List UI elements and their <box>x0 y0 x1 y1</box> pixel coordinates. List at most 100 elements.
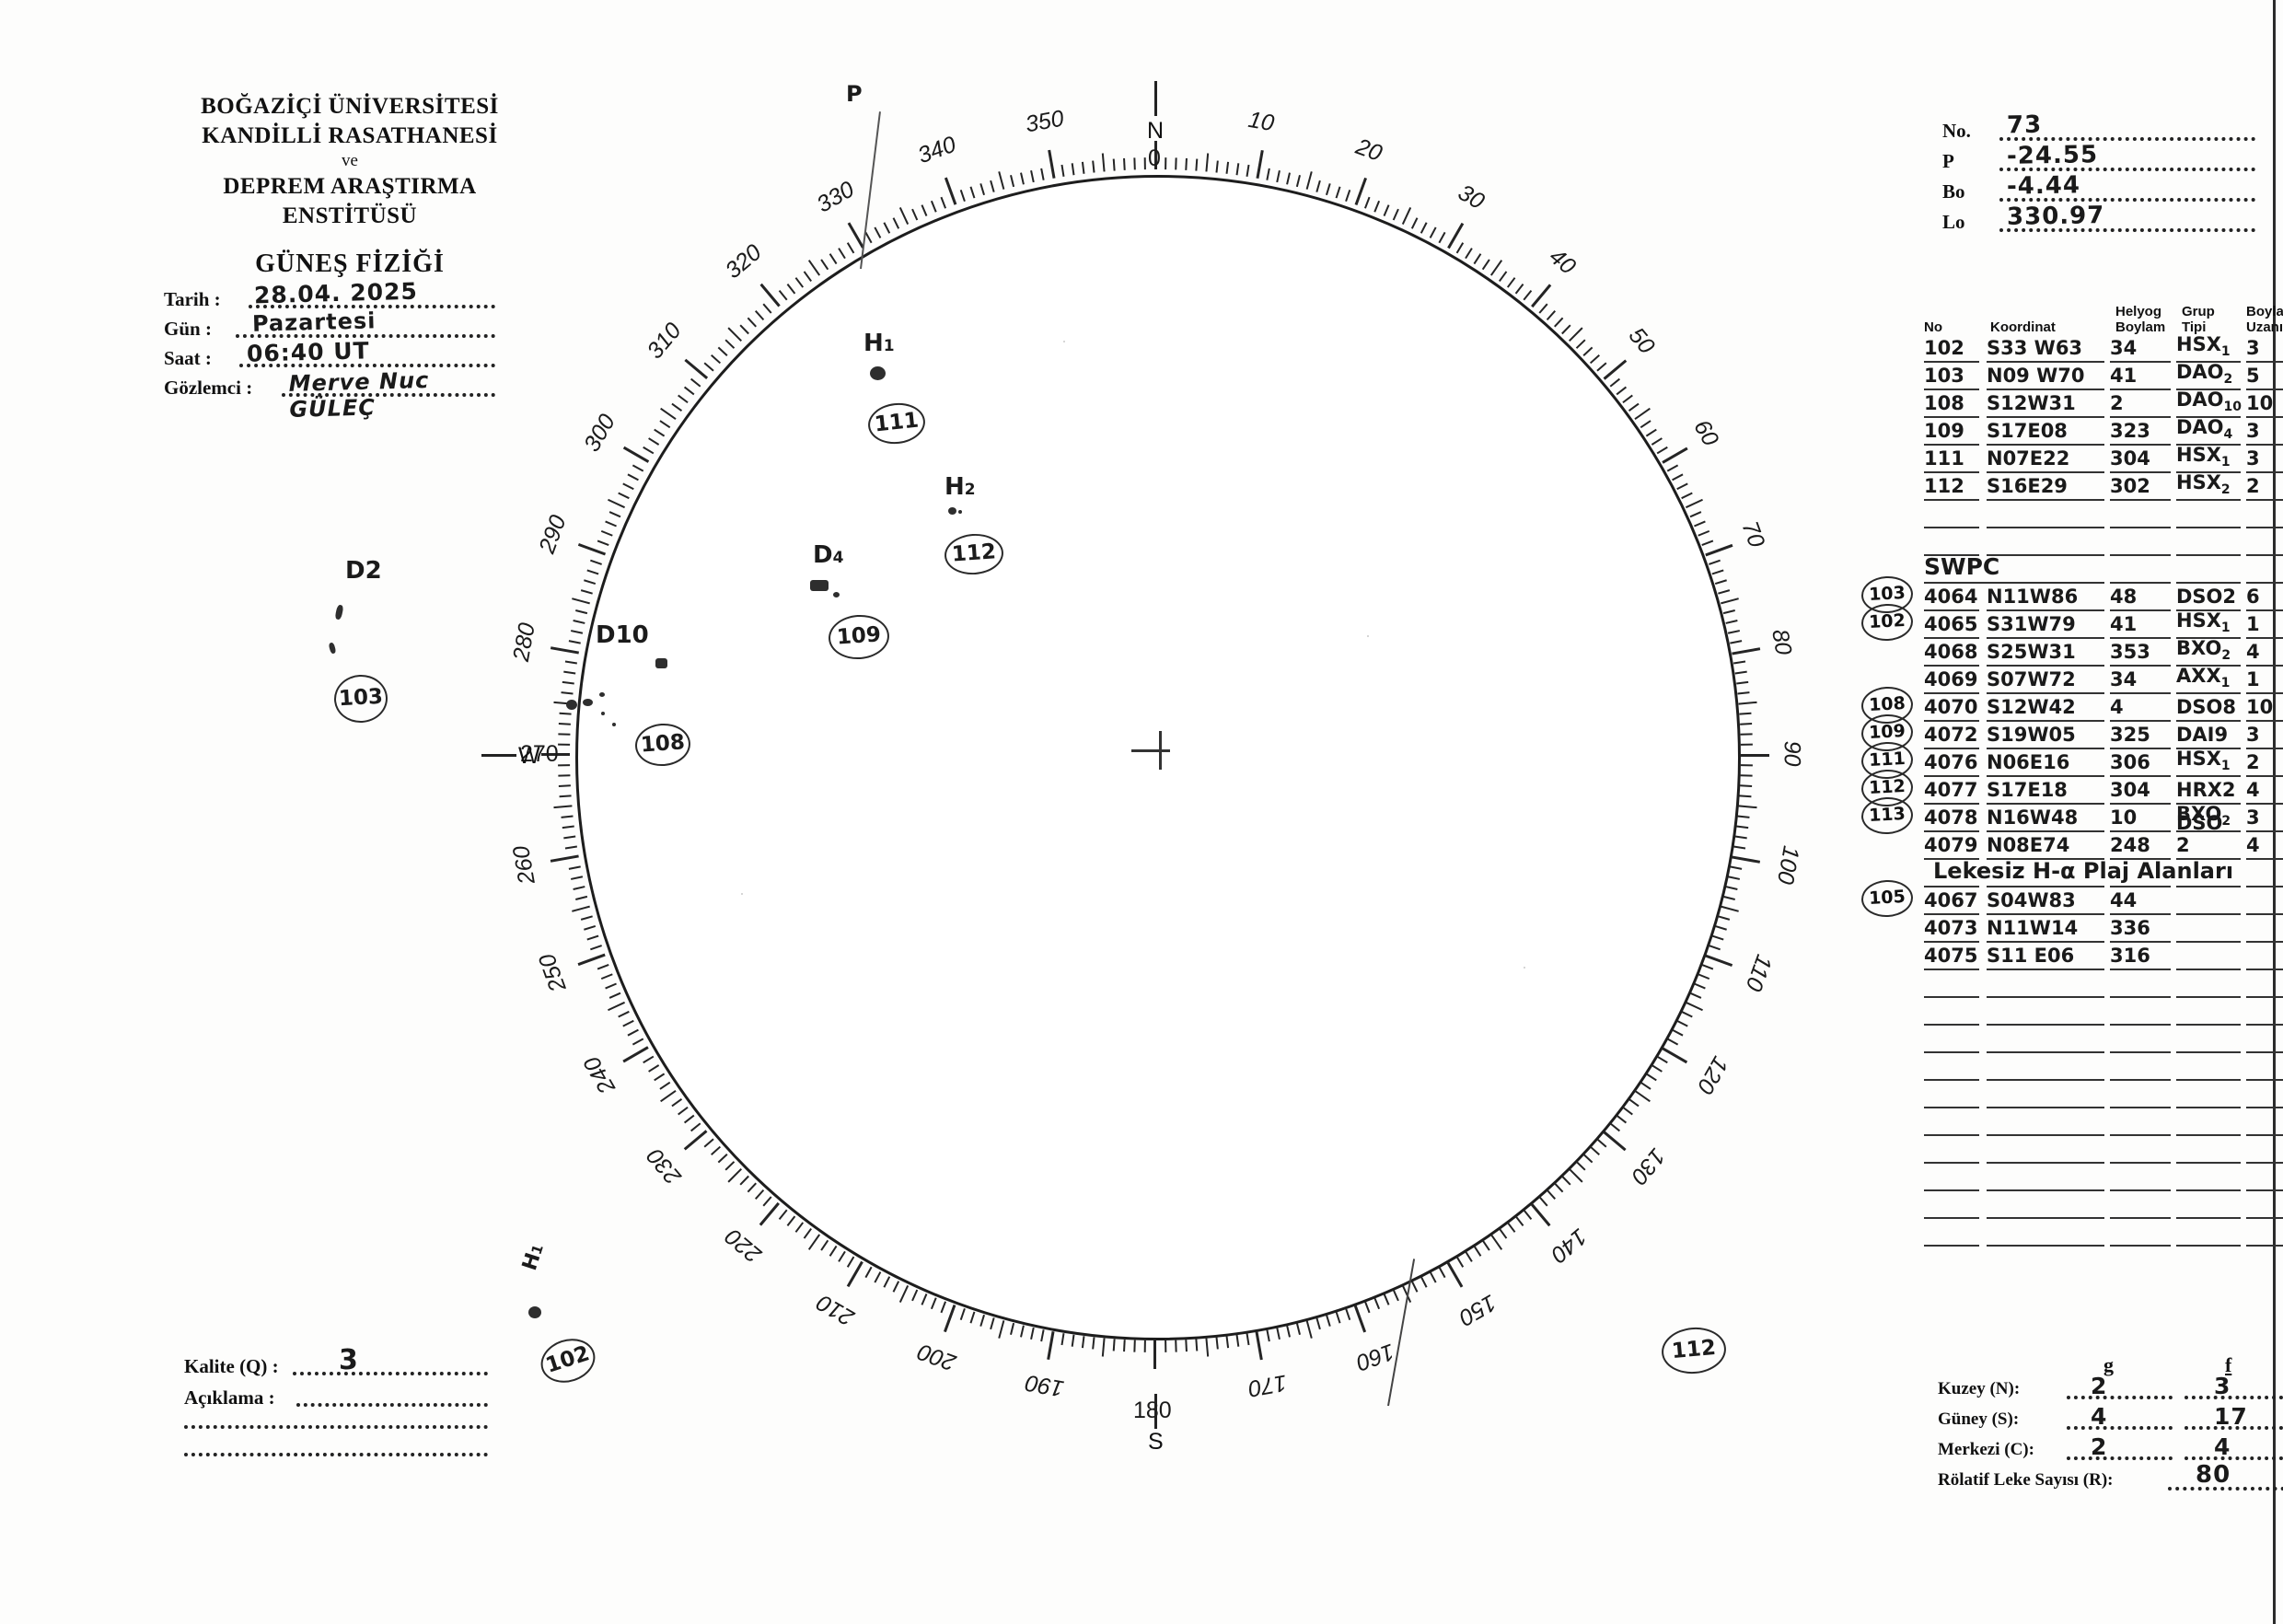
sunspot-103a <box>334 604 344 621</box>
cell-helyog: 323 <box>2110 420 2150 442</box>
cell-tip: HSX1 <box>2176 747 2231 773</box>
table-row-blank <box>1924 501 2283 528</box>
saat-label: Saat : <box>164 347 212 369</box>
table-row-blank <box>1924 1026 2283 1053</box>
cell-uzanim: 4 <box>2246 641 2260 663</box>
tarih-label: Tarih : <box>164 288 221 310</box>
cell-no: 4076 <box>1924 751 1978 773</box>
table-row: 108 S12W31 2 DAO10 10 <box>1924 389 2283 418</box>
cell-no: 4075 <box>1924 945 1978 967</box>
cell-koordinat: S31W79 <box>1987 613 2076 635</box>
cell-helyog: 34 <box>2110 668 2138 690</box>
cell-koordinat: S04W83 <box>1987 889 2076 911</box>
cell-tip: HSX2 <box>2176 470 2231 497</box>
group-label-h2: H2 <box>944 473 976 501</box>
header-no: No <box>1924 319 1942 335</box>
cell-no: 4072 <box>1924 724 1978 746</box>
west-tick <box>481 754 516 757</box>
table-row-blank <box>1924 1219 2283 1247</box>
cell-tip: HSX1 <box>2176 443 2231 470</box>
rolatif-label: Rölatif Leke Sayısı (R): <box>1938 1470 2114 1490</box>
cell-uzanim: 2 <box>2246 475 2260 497</box>
cell-helyog: 41 <box>2110 613 2138 635</box>
degree-label-350: 350 <box>1023 105 1066 137</box>
param-no: No. 73 <box>1942 111 2255 148</box>
cell-tip: DSO8 <box>2176 696 2237 718</box>
table-row-blank <box>1924 998 2283 1026</box>
degree-label-90: 90 <box>1779 740 1805 767</box>
table-row: 111 N07E22 304 HSX1 3 <box>1924 443 2283 473</box>
merkezi-f-value: 4 <box>2214 1433 2231 1460</box>
sunspot-103b <box>328 642 337 655</box>
cardinal-south: S <box>1148 1429 1164 1455</box>
quality-block: Kalite (Q) : 3 Açıklama : <box>184 1344 488 1471</box>
cell-uzanim: 4 <box>2246 779 2260 801</box>
cell-koordinat: S25W31 <box>1987 641 2076 663</box>
cell-koordinat: S17E18 <box>1987 779 2068 801</box>
cell-uzanim: 1 <box>2246 613 2260 635</box>
swpc-row: 111 4076 N06E16 306 HSX1 2 <box>1860 740 2283 781</box>
degree-label-10: 10 <box>1246 106 1277 136</box>
cell-tip: BXO2 <box>2176 636 2231 663</box>
table-row-blank <box>1924 1191 2283 1219</box>
kalite-value: 3 <box>339 1344 359 1376</box>
cell-tip: HRX2 <box>2176 779 2236 801</box>
institution-line-2: KANDİLLİ RASATHANESİ <box>202 123 498 148</box>
table-row-blank <box>1924 528 2283 556</box>
aciklama-label: Açıklama : <box>184 1386 275 1409</box>
swpc-row: 112 4077 S17E18 304 HRX2 4 <box>1860 768 2283 808</box>
saat-value: 06:40 UT <box>246 337 370 367</box>
cell-helyog: 2 <box>2110 392 2124 414</box>
gun-value: Pazartesi <box>251 307 377 337</box>
gozlemci-label: Gözlemci : <box>164 377 253 399</box>
cell-helyog: 316 <box>2110 945 2150 967</box>
tarih-dots <box>249 305 495 308</box>
gozlemci-dots <box>282 393 495 397</box>
swpc-row: 108 4070 S12W42 4 DSO8 10 <box>1860 685 2283 725</box>
sunspot-111a <box>870 366 886 380</box>
group-label-h1-bottom: H1 <box>518 1242 547 1274</box>
aciklama-line-2 <box>184 1416 488 1444</box>
page-title: GÜNEŞ FİZİĞİ <box>255 249 445 278</box>
lo-label: Lo <box>1942 211 1965 233</box>
bo-value: -4.44 <box>2006 171 2081 201</box>
cell-no: 4065 <box>1924 613 1978 635</box>
cell-no: 4078 <box>1924 806 1978 829</box>
plage-row: 105 4067 S04W83 44 <box>1860 878 2283 919</box>
cell-no: 102 <box>1924 337 1964 359</box>
degree-label-0: 0 <box>1148 145 1161 171</box>
gun-label: Gün : <box>164 318 212 340</box>
sunspot-108d <box>599 692 605 697</box>
swpc-row: 4068 S25W31 353 BXO2 4 <box>1924 636 2283 667</box>
south-tick <box>1154 1394 1157 1429</box>
cross-ref-113: 113 <box>1860 795 1915 836</box>
aciklama-line-3 <box>184 1444 488 1471</box>
gun-dots <box>236 334 495 338</box>
cell-helyog: 325 <box>2110 724 2150 746</box>
p-label: P <box>1942 150 1954 172</box>
sunspot-108e <box>601 712 605 715</box>
bo-label: Bo <box>1942 180 1965 203</box>
swpc-row: 4079 N08E74 248 DSO 2 4 <box>1924 812 2283 860</box>
plage-row: 4075 S11 E06 316 <box>1924 943 2283 970</box>
cell-helyog: 34 <box>2110 337 2138 359</box>
disk-center-marker <box>1131 731 1170 770</box>
cardinal-north: N <box>1147 118 1165 144</box>
institution-line-1: BOĞAZİÇİ ÜNİVERSİTESİ <box>201 94 499 119</box>
summary-block: g f Kuzey (N): 2 3 Güney (S): 4 17 Merke… <box>1938 1353 2283 1499</box>
field-tarih: Tarih : 28.04. 2025 <box>164 278 495 315</box>
sunspot-108b <box>566 700 577 710</box>
tarih-value: 28.04. 2025 <box>253 277 419 309</box>
cross-ref-102: 102 <box>1860 602 1915 643</box>
sunspot-108c <box>583 699 593 706</box>
cell-uzanim: 3 <box>2246 420 2260 442</box>
lo-dots <box>1999 228 2255 232</box>
cell-helyog: 304 <box>2110 779 2150 801</box>
param-p: P -24.55 <box>1942 141 2255 179</box>
group-label-h1: H1 <box>863 330 895 357</box>
cell-koordinat: S07W72 <box>1987 668 2076 690</box>
parameters-block: No. 73 P -24.55 Bo -4.44 Lo 330.97 <box>1942 111 2255 239</box>
institution-header: BOĞAZİÇİ ÜNİVERSİTESİ KANDİLLİ RASATHANE… <box>156 92 543 279</box>
table-row-blank <box>1924 1164 2283 1191</box>
kuzey-label: Kuzey (N): <box>1938 1379 2021 1398</box>
